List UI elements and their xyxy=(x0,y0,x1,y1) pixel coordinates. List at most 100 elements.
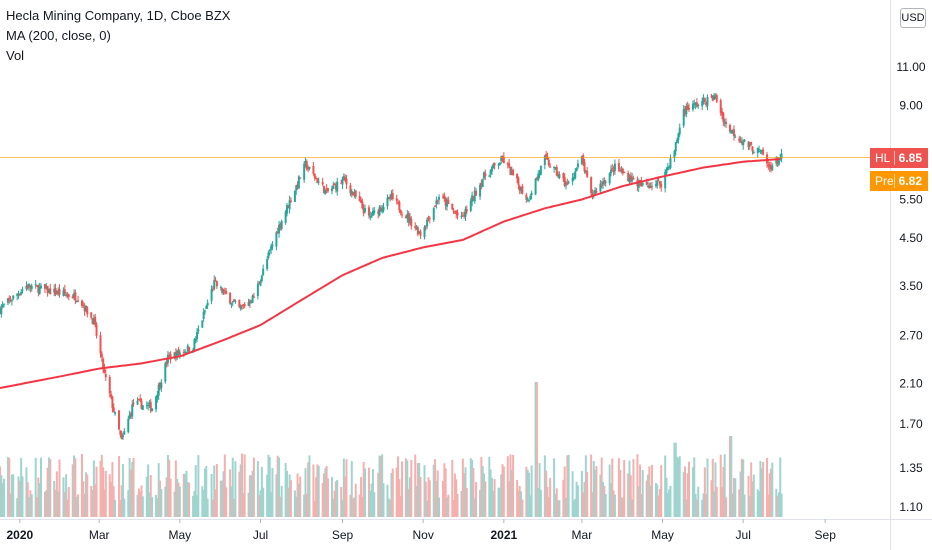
candle-body xyxy=(547,159,550,166)
candle-body xyxy=(602,181,605,185)
candle-body xyxy=(771,165,774,171)
volume-bar xyxy=(83,493,86,517)
candle-body xyxy=(525,194,528,200)
volume-bar xyxy=(252,457,255,517)
candle-body xyxy=(288,200,291,210)
candle-body xyxy=(151,408,154,412)
candle-body xyxy=(410,218,413,227)
volume-bar xyxy=(278,457,281,517)
currency-button[interactable]: USD xyxy=(900,8,926,28)
candle-body xyxy=(30,285,33,289)
volume-bar xyxy=(516,480,519,517)
volume-bar xyxy=(436,470,439,517)
volume-bar xyxy=(463,473,466,517)
candle-body xyxy=(332,185,335,190)
candle-body xyxy=(549,166,552,168)
symbol-title[interactable]: Hecla Mining Company, 1D, Cboe BZX xyxy=(6,8,231,23)
candle-body xyxy=(575,168,578,172)
volume-bar xyxy=(752,474,755,517)
volume-bar xyxy=(110,482,113,517)
candle-body xyxy=(488,175,491,177)
candle-body xyxy=(100,353,103,358)
volume-bar xyxy=(289,480,292,517)
candle-body xyxy=(397,202,400,204)
candle-body xyxy=(628,177,631,183)
candle-body xyxy=(731,129,734,133)
volume-indicator-label[interactable]: Vol xyxy=(6,48,25,63)
volume-bar xyxy=(641,470,644,517)
volume-bar xyxy=(501,464,504,517)
volume-bar xyxy=(613,494,616,517)
volume-bar xyxy=(238,471,241,517)
volume-bar xyxy=(354,483,357,517)
candle-body xyxy=(213,280,216,289)
candle-body xyxy=(9,299,12,301)
candle-body xyxy=(567,181,570,183)
candle-body xyxy=(102,358,105,370)
candle-body xyxy=(391,193,394,200)
candle-body xyxy=(147,404,150,406)
volume-bar xyxy=(582,492,585,517)
ma-indicator-label[interactable]: MA (200, close, 0) xyxy=(6,28,111,43)
candle-body xyxy=(418,231,421,233)
volume-bar xyxy=(280,485,283,517)
candle-body xyxy=(222,291,225,293)
candle-body xyxy=(333,183,336,186)
volume-bar xyxy=(567,454,570,517)
candle-body xyxy=(465,209,468,212)
volume-bar xyxy=(387,498,390,517)
volume-bar xyxy=(685,499,688,517)
volume-bar xyxy=(694,493,697,517)
volume-bar xyxy=(521,499,524,517)
candle-body xyxy=(464,208,467,217)
volume-bar xyxy=(489,469,492,517)
candle-body xyxy=(296,184,299,187)
candle-body xyxy=(500,156,503,161)
volume-bar xyxy=(201,486,204,517)
candle-body xyxy=(473,190,476,202)
candle-body xyxy=(137,398,140,401)
volume-bar xyxy=(530,465,533,517)
volume-bar xyxy=(677,458,680,517)
volume-bar xyxy=(186,481,189,517)
volume-bar xyxy=(74,458,77,517)
candle-body xyxy=(603,180,606,184)
candle-body xyxy=(29,285,32,288)
candle-body xyxy=(539,165,542,175)
candle-body xyxy=(39,285,42,289)
volume-bar xyxy=(743,494,746,517)
volume-bar xyxy=(715,486,718,517)
volume-bar xyxy=(381,454,384,517)
volume-bar xyxy=(639,464,642,517)
volume-bar xyxy=(771,462,774,517)
candle-body xyxy=(91,319,94,325)
volume-bar xyxy=(91,489,94,517)
candle-body xyxy=(377,211,380,214)
candle-body xyxy=(591,193,594,196)
candle-body xyxy=(139,398,142,401)
volume-bar xyxy=(722,466,725,517)
candle-body xyxy=(47,288,50,293)
candle-body xyxy=(584,170,587,172)
candle-body xyxy=(517,177,520,185)
volume-bar xyxy=(119,500,122,517)
volume-bar xyxy=(455,479,458,517)
candle-body xyxy=(334,185,337,190)
candle-body xyxy=(276,232,279,234)
candle-body xyxy=(280,220,283,229)
candle-body xyxy=(460,215,463,217)
volume-bar xyxy=(695,499,698,517)
volume-bar xyxy=(367,467,370,517)
volume-bar xyxy=(414,454,417,517)
candle-body xyxy=(586,170,589,177)
candle-body xyxy=(484,173,487,177)
candle-body xyxy=(442,196,445,198)
volume-bar xyxy=(231,457,234,517)
candle-body xyxy=(129,413,132,416)
candle-body xyxy=(362,208,365,214)
volume-bar xyxy=(295,496,298,517)
candle-body xyxy=(260,275,263,282)
volume-bar xyxy=(664,455,667,517)
volume-bar xyxy=(166,454,169,517)
